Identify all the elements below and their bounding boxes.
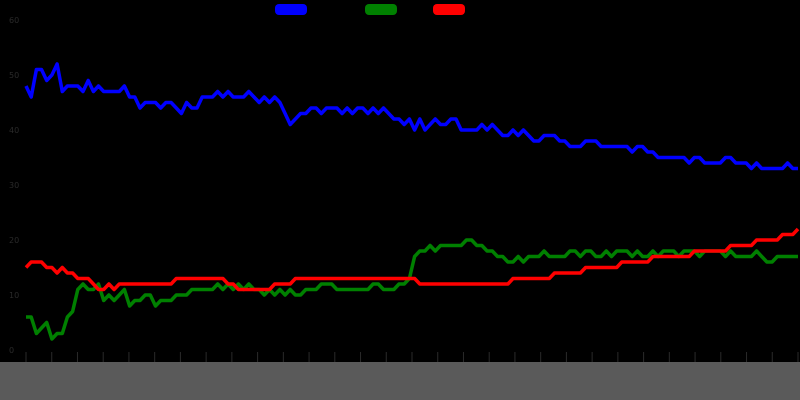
legend-swatch-2 — [433, 4, 465, 15]
legend-swatch-1 — [365, 4, 397, 15]
y-tick-label: 10 — [9, 291, 19, 300]
x-axis-band — [0, 362, 800, 400]
y-tick-label: 40 — [9, 126, 19, 135]
legend — [275, 4, 465, 15]
plot-area — [24, 62, 800, 341]
y-tick-label: 50 — [9, 71, 19, 80]
series-line-0 — [24, 62, 798, 171]
y-tick-label: 60 — [9, 16, 19, 25]
series-line-1 — [26, 238, 798, 341]
y-tick-label: 20 — [9, 236, 19, 245]
y-tick-label: 0 — [9, 346, 14, 355]
legend-swatch-0 — [275, 4, 307, 15]
x-axis — [0, 352, 800, 400]
y-axis: 0 10 20 30 40 50 60 — [9, 16, 19, 355]
y-tick-label: 30 — [9, 181, 19, 190]
series-line-2 — [24, 227, 800, 292]
